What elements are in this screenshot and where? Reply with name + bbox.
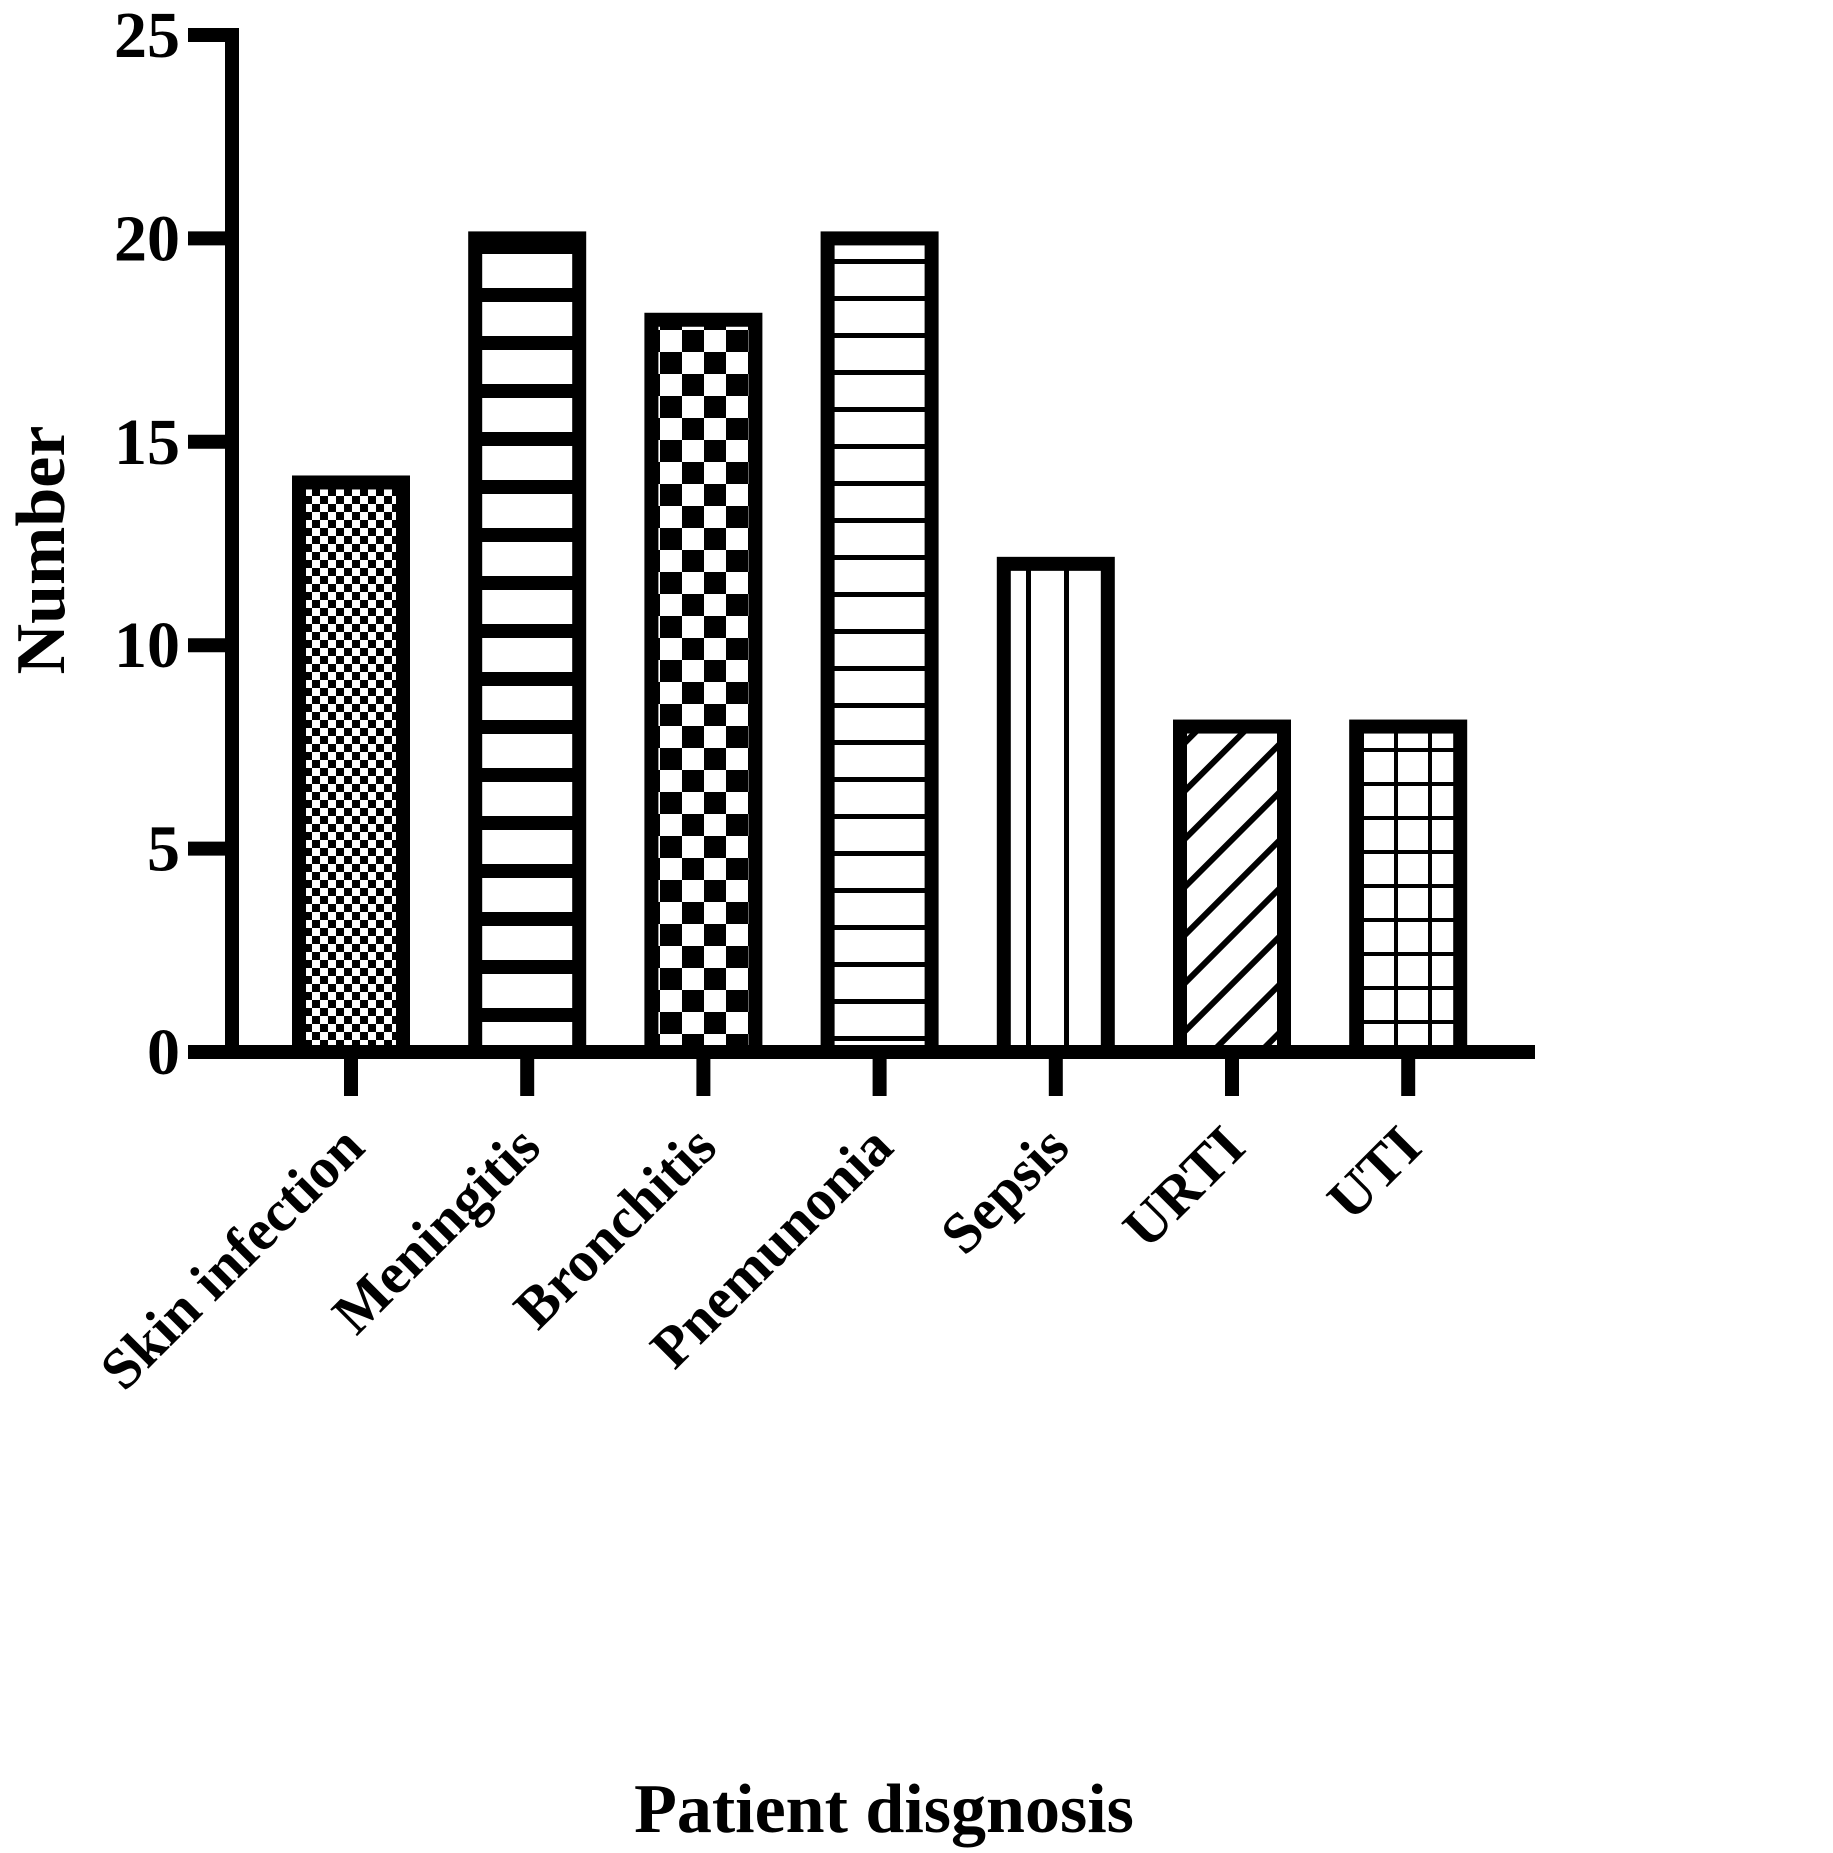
- x-tick-label-uti: UTI: [1314, 1113, 1433, 1232]
- bar-skin-infection: [292, 475, 410, 1060]
- bar-urti: [1173, 719, 1291, 1059]
- bar-pnemunonia: [820, 231, 939, 1059]
- bar-meningitis: [468, 231, 587, 1059]
- x-tick-label-skin-infection: Skin infection: [88, 1113, 377, 1402]
- bars-layer: [292, 231, 1468, 1060]
- bar-sepsis: [996, 556, 1115, 1060]
- x-tick-label-sepsis: Sepsis: [928, 1113, 1081, 1266]
- y-tick-label-5: 5: [147, 813, 180, 886]
- y-axis-title: Number: [3, 426, 80, 675]
- bar-uti: [1349, 719, 1468, 1059]
- y-tick-label-15: 15: [114, 406, 180, 479]
- axes-layer: [188, 28, 1535, 1096]
- y-tick-label-10: 10: [114, 609, 180, 682]
- bar-bronchitis: [644, 312, 763, 1059]
- y-tick-label-0: 0: [147, 1016, 180, 1089]
- x-axis-title: Patient disgnosis: [634, 1771, 1134, 1848]
- y-tick-label-25: 25: [114, 0, 180, 72]
- x-tick-label-urti: URTI: [1110, 1113, 1257, 1260]
- y-tick-label-20: 20: [114, 202, 180, 275]
